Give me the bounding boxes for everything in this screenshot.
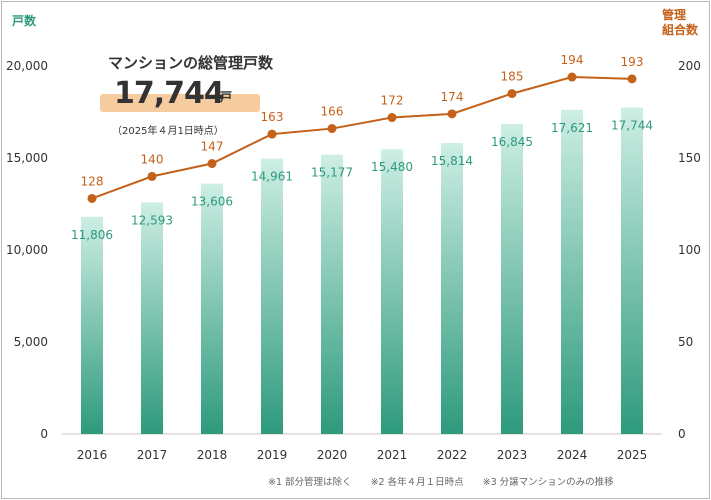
y-left-tick-label: 15,000 — [6, 151, 48, 165]
line-value-label: 140 — [141, 152, 164, 166]
as-of-date: （2025年４月1日時点） — [112, 126, 224, 137]
bar-value-label: 14,961 — [251, 170, 293, 184]
bar-value-label: 11,806 — [71, 228, 113, 242]
x-tick-label: 2024 — [557, 448, 588, 462]
line-value-label: 185 — [501, 70, 524, 84]
total-callout: 17,744 戸 — [100, 76, 260, 116]
y-right-tick-label: 0 — [678, 427, 686, 441]
x-tick-label: 2021 — [377, 448, 408, 462]
left-axis-title: 戸数 — [12, 14, 37, 28]
y-right-tick-label: 150 — [678, 151, 701, 165]
group-count-point-2017 — [147, 171, 157, 181]
bar-value-label: 12,593 — [131, 213, 173, 227]
y-right-tick-label: 100 — [678, 243, 701, 257]
line-value-label: 174 — [441, 90, 464, 104]
y-left-tick-label: 5,000 — [14, 335, 48, 349]
group-count-point-2022 — [447, 109, 457, 119]
y-right-tick-label: 50 — [678, 335, 693, 349]
bar-value-label: 15,480 — [371, 160, 413, 174]
x-tick-label: 2019 — [257, 448, 288, 462]
bar-2025 — [621, 107, 643, 434]
bar-value-label: 17,621 — [551, 121, 593, 135]
line-value-label: 163 — [261, 110, 284, 124]
group-count-point-2023 — [507, 89, 517, 99]
y-left-tick-label: 0 — [40, 427, 48, 441]
footnotes: ※1 部分管理は除く ※2 各年４月１日時点 ※3 分譲マンションのみの推移 — [268, 474, 630, 488]
line-value-label: 147 — [201, 140, 224, 154]
bar-value-label: 15,177 — [311, 166, 353, 180]
group-count-line — [91, 76, 633, 200]
total-highlight — [100, 94, 260, 112]
footnote-1: ※1 部分管理は除く — [268, 477, 352, 488]
bar-2024 — [561, 109, 583, 435]
y-left-tick-label: 20,000 — [6, 59, 48, 73]
bar-2017 — [141, 202, 163, 434]
footnote-2: ※2 各年４月１日時点 — [370, 477, 464, 488]
group-count-point-2018 — [207, 159, 217, 169]
right-axis-title: 管理 組合数 — [662, 8, 698, 38]
bar-value-label: 17,744 — [611, 119, 653, 133]
y-right-tick-label: 200 — [678, 59, 701, 73]
x-tick-label: 2022 — [437, 448, 468, 462]
line-value-label: 166 — [321, 105, 344, 119]
headline-title: マンションの総管理戸数 — [108, 54, 274, 72]
x-tick-label: 2016 — [77, 448, 108, 462]
ticks-layer: 2016 2017 2018 2019 2020 2021 2022 2023 2024 2025… — [6, 59, 701, 462]
total-value: 17,744 — [114, 76, 225, 111]
bar-2019 — [261, 158, 283, 435]
line-value-label: 194 — [561, 53, 584, 67]
group-count-point-2024 — [567, 72, 577, 82]
labels-layer: 11,806 12,593 13,606 14,961 15,177 15,480 15,8… — [71, 53, 653, 242]
bar-2023 — [501, 124, 523, 434]
x-tick-label: 2020 — [317, 448, 348, 462]
right-axis-title-line2: 組合数 — [662, 23, 699, 37]
group-count-point-2019 — [267, 129, 277, 139]
bar-value-label: 16,845 — [491, 135, 533, 149]
x-tick-label: 2017 — [137, 448, 168, 462]
x-tick-label: 2018 — [197, 448, 228, 462]
bar-value-label: 13,606 — [191, 195, 233, 209]
bar-2021 — [381, 149, 403, 434]
group-count-point-2016 — [87, 193, 97, 203]
y-left-tick-label: 10,000 — [6, 243, 48, 257]
bar-2016 — [81, 216, 103, 434]
x-tick-label: 2023 — [497, 448, 528, 462]
line-value-label: 128 — [81, 174, 104, 188]
line-value-label: 172 — [381, 94, 404, 108]
right-axis-title-line1: 管理 — [662, 8, 687, 22]
bar-2020 — [321, 154, 343, 434]
bar-value-label: 15,814 — [431, 154, 473, 168]
total-unit: 戸 — [220, 90, 233, 104]
group-count-point-2021 — [387, 113, 397, 123]
line-layer — [87, 72, 637, 203]
bars-layer — [81, 107, 643, 435]
group-count-point-2020 — [327, 124, 337, 134]
bar-2022 — [441, 143, 463, 434]
group-count-point-2025 — [627, 74, 637, 84]
bar-2018 — [201, 183, 223, 434]
footnote-3: ※3 分譲マンションのみの推移 — [482, 477, 614, 488]
line-value-label: 193 — [621, 55, 644, 69]
x-tick-label: 2025 — [617, 448, 648, 462]
